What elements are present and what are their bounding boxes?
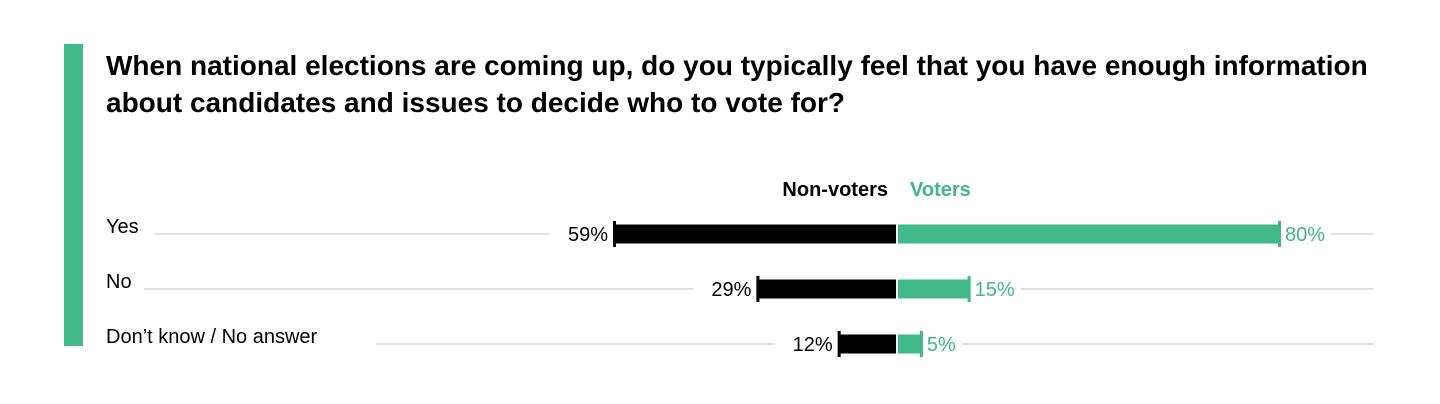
bar-voters — [898, 279, 970, 299]
bar-end-cap-non-voters — [756, 276, 760, 302]
bar-end-cap-voters — [1278, 221, 1281, 247]
value-label-non-voters: 59% — [568, 224, 608, 246]
bar-voters — [898, 224, 1280, 244]
legend-non-voters: Non-voters — [782, 179, 888, 201]
category-label: Don’t know / No answer — [106, 326, 318, 348]
value-label-non-voters: 12% — [793, 334, 833, 356]
bar-end-cap-non-voters — [613, 221, 616, 247]
bar-end-cap-voters — [919, 331, 923, 357]
value-label-voters: 80% — [1285, 224, 1325, 246]
category-label: Yes — [106, 216, 139, 238]
bar-voters — [898, 334, 922, 354]
chart-title: When national elections are coming up, d… — [106, 50, 1368, 118]
bar-non-voters — [614, 224, 896, 244]
value-label-non-voters: 29% — [711, 279, 751, 301]
bar-non-voters — [757, 279, 896, 299]
accent-bar — [64, 44, 83, 346]
value-label-voters: 5% — [927, 334, 956, 356]
legend-voters: Voters — [910, 179, 971, 201]
bar-end-cap-non-voters — [837, 331, 841, 357]
category-label: No — [106, 271, 132, 293]
bar-non-voters — [838, 334, 896, 354]
bar-end-cap-voters — [967, 276, 971, 302]
value-label-voters: 15% — [975, 279, 1015, 301]
